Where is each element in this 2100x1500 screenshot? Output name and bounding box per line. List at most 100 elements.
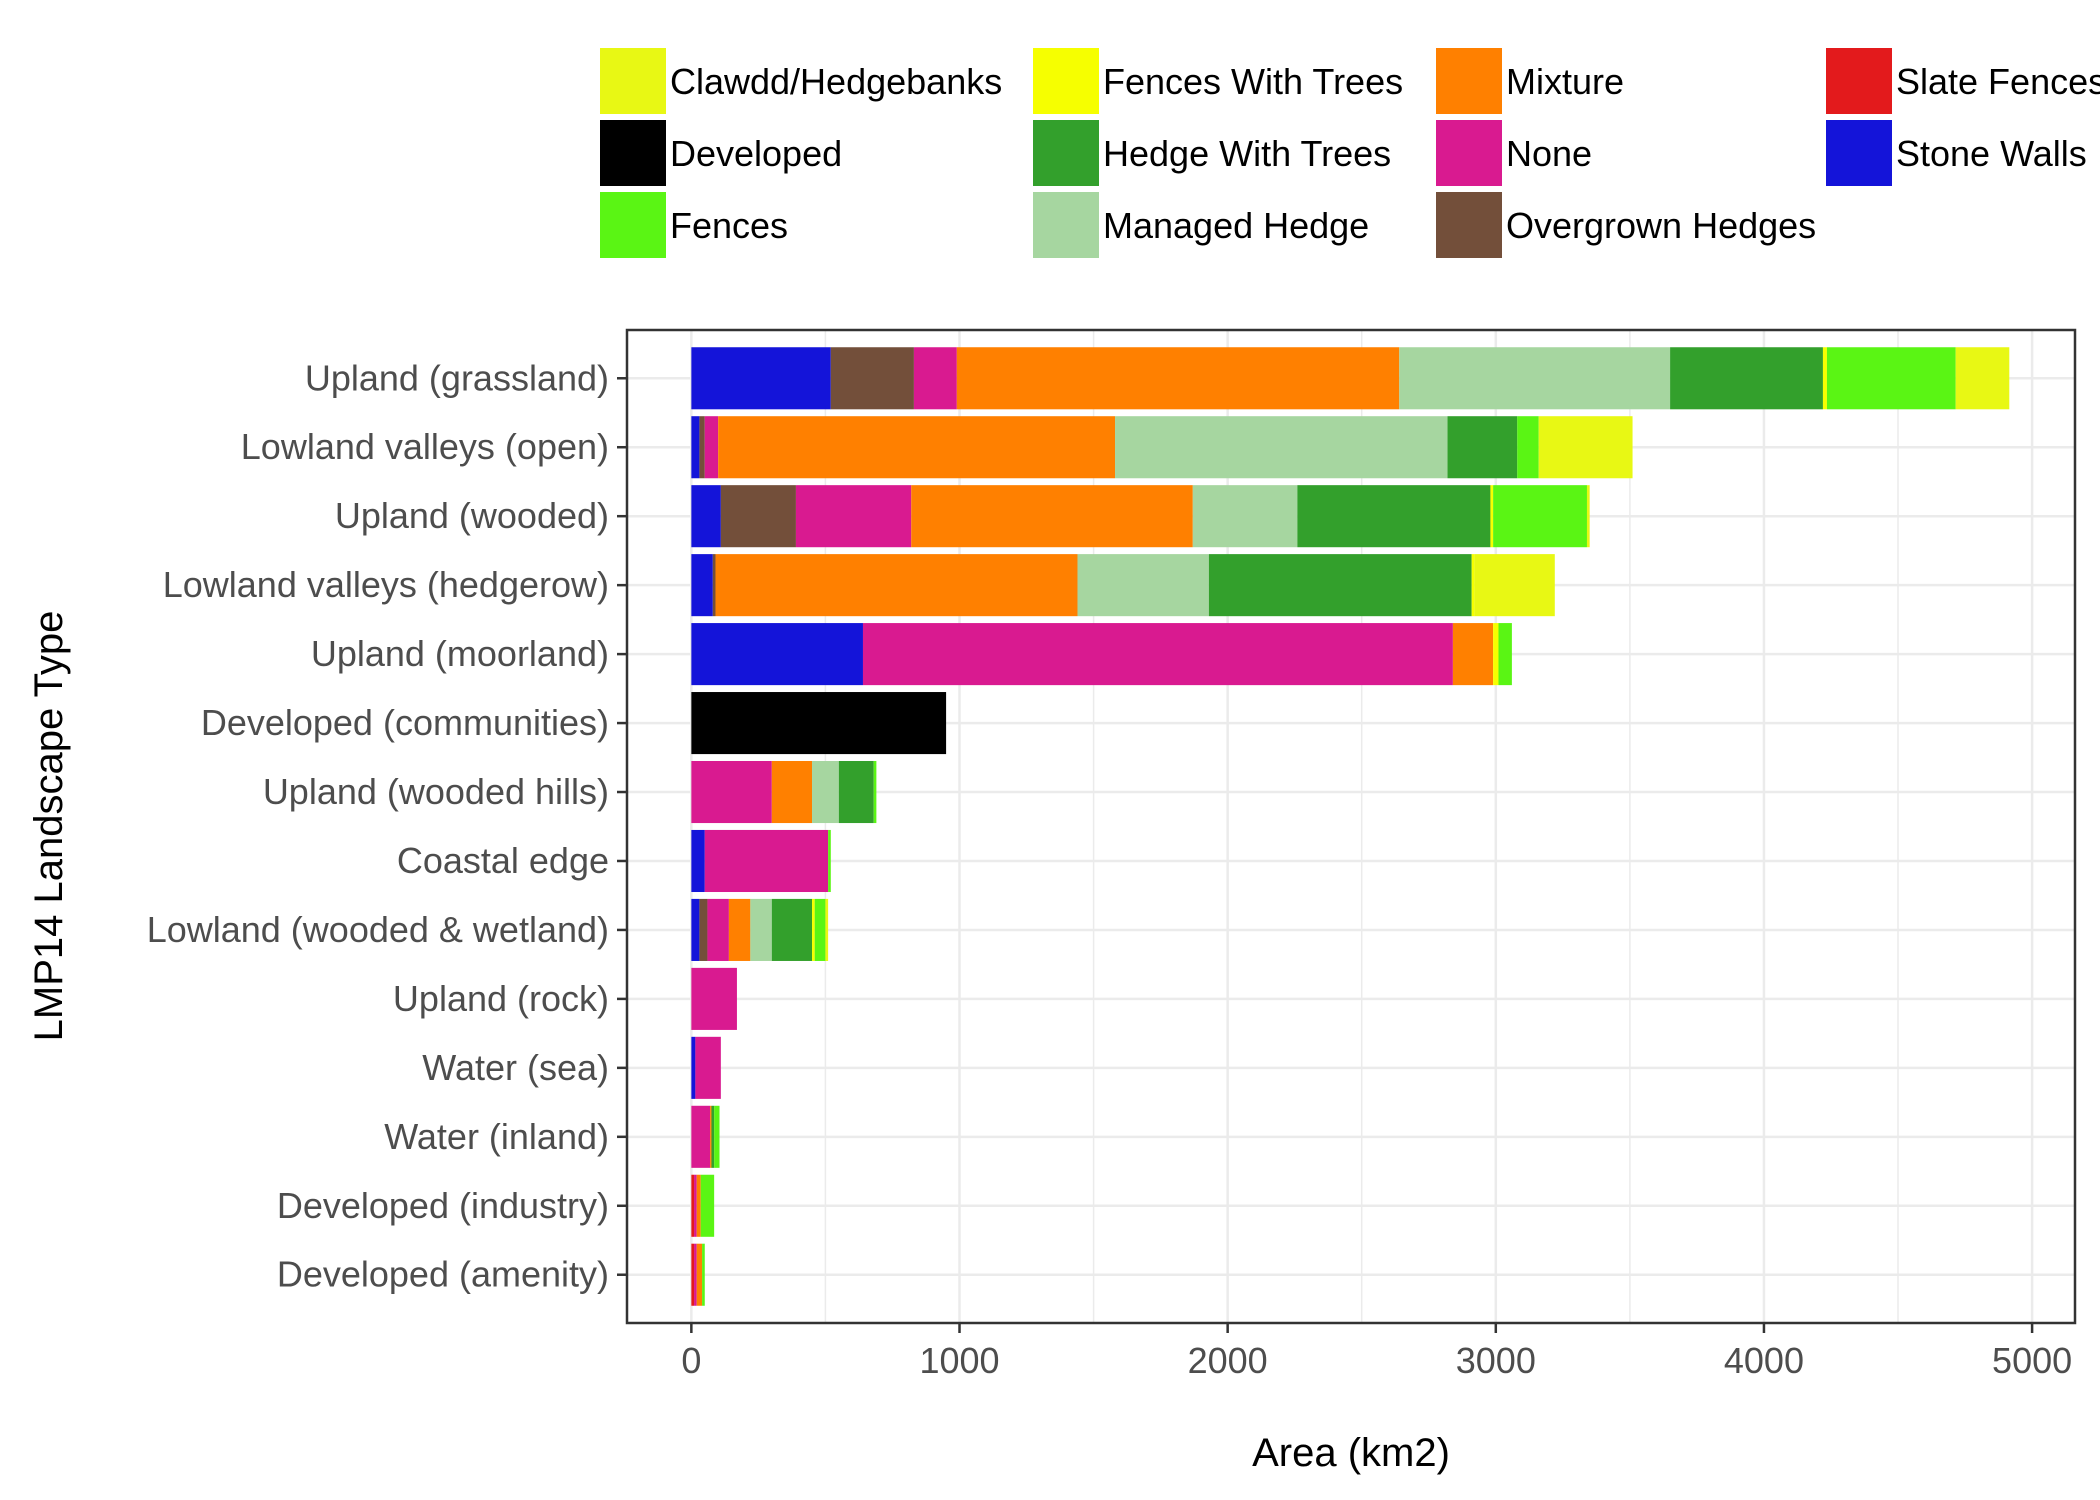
bar-segment-mixture [710, 1105, 712, 1168]
legend-item-none: None [1436, 120, 1592, 186]
y-tick-label: Developed (communities) [201, 702, 609, 743]
legend-swatch [600, 192, 666, 258]
bar-segment-hedge-with-trees [1297, 485, 1491, 548]
bar-group-upland-grassland [691, 347, 2010, 410]
legend-swatch [1436, 120, 1502, 186]
x-tick-label: 4000 [1724, 1340, 1804, 1381]
bar-segment-fences-with-trees [1493, 623, 1499, 686]
y-tick-label: Lowland valleys (open) [241, 426, 609, 467]
bar-group-lowland-valleys-open [691, 416, 1633, 479]
legend-item-developed: Developed [600, 120, 842, 186]
y-axis: Upland (grassland) Lowland valleys (open)… [147, 357, 627, 1295]
legend-label: Mixture [1506, 61, 1624, 102]
bar-segment-overgrown-hedges [720, 485, 796, 548]
legend-item-mixture: Mixture [1436, 48, 1624, 114]
bars [691, 347, 2010, 1306]
bar-segment-none [694, 1174, 697, 1237]
bar-segment-none [691, 1105, 711, 1168]
legend-label: Clawdd/Hedgebanks [670, 61, 1002, 102]
bar-segment-managed-hedge [1399, 347, 1671, 410]
bar-group-lowland-wooded-wetland [691, 898, 829, 961]
bar-segment-none [695, 1036, 721, 1099]
bar-segment-overgrown-hedges [699, 416, 705, 479]
bar-segment-none [913, 347, 957, 410]
bar-segment-fences-with-trees [1822, 347, 1827, 410]
legend-item-hedge-with-trees: Hedge With Trees [1033, 120, 1391, 186]
legend-swatch [1436, 48, 1502, 114]
plot-area [625, 328, 2077, 1325]
bar-group-water-sea [691, 1036, 721, 1099]
bar-segment-mixture [696, 1243, 703, 1306]
bar-segment-fences [1498, 623, 1512, 686]
bar-segment-fences-with-trees [1471, 554, 1475, 617]
y-tick-label: Upland (moorland) [311, 633, 609, 674]
bar-segment-developed [691, 692, 947, 755]
bar-segment-none [691, 967, 737, 1030]
bar-segment-none [694, 1243, 697, 1306]
legend-swatch [1033, 192, 1099, 258]
x-tick-label: 3000 [1456, 1340, 1536, 1381]
legend-item-slate-fences: Slate Fences [1826, 48, 2100, 114]
bar-segment-slate-fences [691, 1243, 695, 1306]
plot-background [627, 330, 2075, 1323]
legend-swatch [1826, 48, 1892, 114]
bar-segment-none [707, 898, 729, 961]
bar-segment-hedge-with-trees [711, 1105, 715, 1168]
legend-swatch [1436, 192, 1502, 258]
legend-item-overgrown-hedges: Overgrown Hedges [1436, 192, 1816, 258]
bar-segment-mixture [728, 898, 751, 961]
bar-segment-overgrown-hedges [712, 554, 716, 617]
legend-label: Fences [670, 205, 788, 246]
bar-segment-none [691, 760, 772, 824]
legend-label: Overgrown Hedges [1506, 205, 1816, 246]
legend-swatch [600, 48, 666, 114]
legend-label: Slate Fences [1896, 61, 2100, 102]
bar-segment-fences [702, 1243, 705, 1306]
bar-segment-none [704, 416, 719, 479]
bar-segment-hedge-with-trees [1670, 347, 1823, 410]
y-tick-label: Developed (industry) [277, 1185, 609, 1226]
legend-swatch [600, 120, 666, 186]
legend-item-clawdd-hedgebanks: Clawdd/Hedgebanks [600, 48, 1002, 114]
bar-segment-clawdd-hedgebanks [1474, 554, 1555, 617]
bar-segment-mixture [715, 554, 1078, 617]
y-tick-label: Lowland valleys (hedgerow) [163, 564, 609, 605]
legend-swatch [1033, 48, 1099, 114]
bar-group-upland-wooded [691, 485, 1590, 548]
legend-item-fences: Fences [600, 192, 788, 258]
bar-segment-mixture [696, 1174, 701, 1237]
bar-segment-stone-walls [691, 554, 713, 617]
y-tick-label: Developed (amenity) [277, 1254, 609, 1295]
legend-label: Hedge With Trees [1103, 133, 1391, 174]
bar-segment-fences [873, 760, 877, 824]
bar-segment-fences-with-trees [1490, 485, 1494, 548]
legend-swatch [1033, 120, 1099, 186]
bar-segment-clawdd-hedgebanks [1955, 347, 2010, 410]
legend-item-stone-walls: Stone Walls [1826, 120, 2087, 186]
y-tick-label: Upland (wooded hills) [263, 771, 609, 812]
x-axis: 0 1000 2000 3000 4000 5000 [681, 1323, 2072, 1381]
bar-segment-fences [714, 1105, 720, 1168]
bar-segment-fences [828, 829, 831, 893]
bar-segment-hedge-with-trees [771, 898, 813, 961]
bar-segment-mixture [956, 347, 1400, 410]
y-tick-label: Lowland (wooded & wetland) [147, 909, 609, 950]
bar-segment-hedge-with-trees [1208, 554, 1472, 617]
legend: Clawdd/Hedgebanks Developed Fences Fences W… [600, 48, 2100, 258]
bar-segment-none [862, 623, 1453, 686]
x-tick-label: 5000 [1992, 1340, 2072, 1381]
bar-segment-managed-hedge [1115, 416, 1448, 479]
legend-label: Developed [670, 133, 842, 174]
bar-segment-stone-walls [691, 898, 700, 961]
bar-group-lowland-valleys-hedgerow [691, 554, 1555, 617]
bar-segment-managed-hedge [812, 760, 839, 824]
bar-segment-fences [1517, 416, 1539, 479]
bar-group-developed-industry [691, 1174, 715, 1237]
bar-segment-clawdd-hedgebanks [1538, 416, 1633, 479]
bar-segment-hedge-with-trees [1447, 416, 1518, 479]
bar-segment-none [704, 829, 829, 893]
bar-segment-mixture [718, 416, 1116, 479]
y-tick-label: Upland (grassland) [305, 357, 609, 398]
bar-segment-fences-with-trees [812, 898, 815, 961]
